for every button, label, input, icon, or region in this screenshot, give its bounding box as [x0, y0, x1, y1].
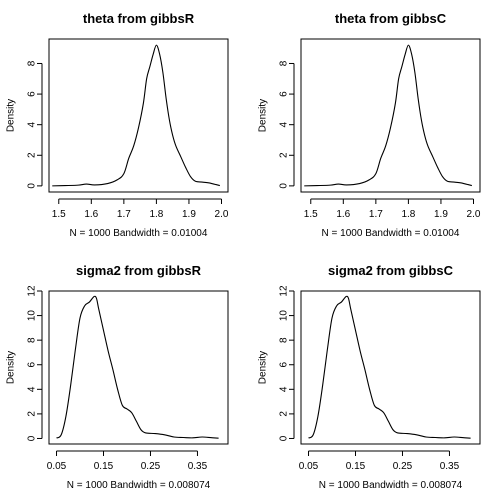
- chart-panel-4: sigma2 from gibbsC 0.05 0.15 0.25 0.35 0 2 4 6 8 1…: [258, 263, 481, 491]
- y-tick-label: 2: [279, 152, 290, 158]
- y-tick-label: 8: [279, 60, 290, 66]
- x-tick-label: 1.8: [401, 209, 415, 220]
- panels: theta from gibbsR 1.5 1.6 1.7 1.8 1.9 2.0 0 2 4 6 8…: [6, 11, 481, 491]
- y-tick-label: 10: [27, 310, 38, 322]
- x-tick-label: 2.0: [467, 209, 481, 220]
- y-tick-label: 8: [27, 60, 38, 66]
- x-tick-label: 1.5: [304, 209, 318, 220]
- x-tick-label: 0.15: [94, 461, 114, 472]
- x-tick-label: 0.05: [47, 461, 67, 472]
- y-tick-label: 6: [27, 91, 38, 97]
- y-axis-label: Density: [258, 351, 269, 384]
- density-curve-1: [308, 295, 471, 439]
- chart-title: sigma2 from gibbsC: [328, 263, 454, 278]
- chart-title: theta from gibbsR: [83, 11, 195, 26]
- x-axis-label: N = 1000 Bandwidth = 0.008074: [67, 480, 211, 491]
- y-tick-label: 4: [27, 386, 38, 392]
- y-tick-label: 8: [27, 337, 38, 343]
- y-tick-label: 6: [279, 91, 290, 97]
- x-tick-label: 1.7: [369, 209, 383, 220]
- x-axis-label: N = 1000 Bandwidth = 0.01004: [70, 228, 208, 239]
- y-tick-label: 0: [279, 183, 290, 189]
- x-tick-label: 1.6: [84, 209, 98, 220]
- x-axis-label: N = 1000 Bandwidth = 0.01004: [322, 228, 460, 239]
- x-tick-label: 0.35: [188, 461, 208, 472]
- chart-panel-1: theta from gibbsR 1.5 1.6 1.7 1.8 1.9 2.0 0 2 4 6 8…: [6, 11, 229, 239]
- chart-title: theta from gibbsC: [335, 11, 447, 26]
- x-tick-label: 1.5: [52, 209, 66, 220]
- plot-frame: [48, 290, 229, 445]
- y-tick-label: 4: [27, 121, 38, 127]
- x-tick-label: 1.9: [182, 209, 196, 220]
- chart-title: sigma2 from gibbsR: [76, 263, 202, 278]
- y-tick-label: 10: [279, 310, 290, 322]
- y-tick-label: 4: [279, 121, 290, 127]
- y-tick-label: 0: [27, 183, 38, 189]
- chart-panel-3: sigma2 from gibbsR 0.05 0.15 0.25 0.35 0 2 4 6 8 1…: [6, 263, 229, 491]
- y-tick-label: 6: [279, 362, 290, 368]
- y-tick-label: 2: [27, 411, 38, 417]
- y-tick-label: 4: [279, 386, 290, 392]
- y-tick-label: 0: [279, 435, 290, 441]
- x-tick-label: 0.35: [440, 461, 460, 472]
- y-axis-label: Density: [258, 99, 269, 132]
- y-tick-label: 12: [279, 285, 290, 297]
- density-curve-1: [304, 44, 472, 187]
- y-tick-label: 2: [27, 152, 38, 158]
- y-tick-label: 6: [27, 362, 38, 368]
- x-tick-label: 2.0: [215, 209, 229, 220]
- plot-frame: [48, 38, 229, 193]
- x-tick-label: 0.25: [393, 461, 413, 472]
- chart-panel-2: theta from gibbsC 1.5 1.6 1.7 1.8 1.9 2.0 0 2 4 6 8…: [258, 11, 481, 239]
- x-tick-label: 0.25: [141, 461, 161, 472]
- x-tick-label: 1.8: [149, 209, 163, 220]
- x-tick-label: 0.15: [346, 461, 366, 472]
- plot-frame: [300, 38, 481, 193]
- density-curve-1: [52, 44, 220, 187]
- y-axis-label: Density: [6, 99, 17, 132]
- y-tick-label: 8: [279, 337, 290, 343]
- x-axis-label: N = 1000 Bandwidth = 0.008074: [319, 480, 463, 491]
- x-tick-label: 1.6: [336, 209, 350, 220]
- density-curve-1: [56, 295, 219, 439]
- x-tick-label: 1.7: [117, 209, 131, 220]
- y-tick-label: 2: [279, 411, 290, 417]
- y-tick-label: 12: [27, 285, 38, 297]
- y-tick-label: 0: [27, 435, 38, 441]
- plot-frame: [300, 290, 481, 445]
- y-axis-label: Density: [6, 351, 17, 384]
- x-tick-label: 0.05: [299, 461, 319, 472]
- x-tick-label: 1.9: [434, 209, 448, 220]
